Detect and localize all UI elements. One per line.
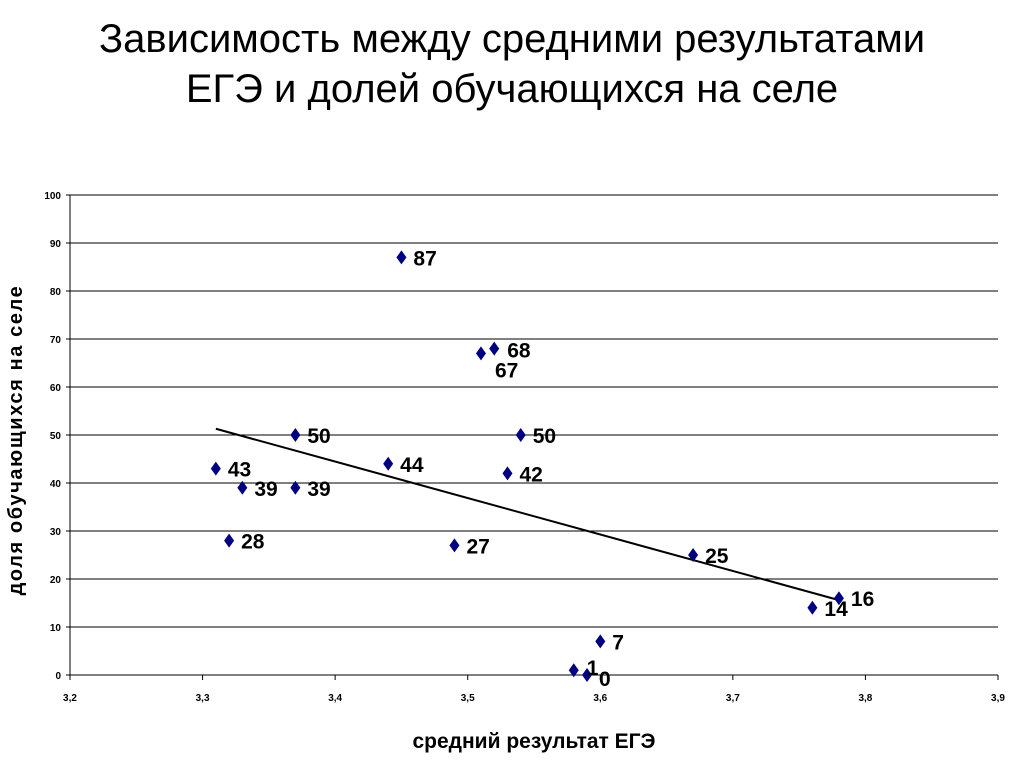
data-point-label: 16 [851, 588, 874, 611]
data-point-label: 43 [228, 459, 251, 482]
y-tick-label: 30 [50, 527, 62, 538]
data-point-marker [210, 461, 221, 476]
y-tick-label: 40 [50, 479, 62, 490]
data-point-label: 27 [466, 535, 489, 558]
data-point-label: 68 [507, 340, 531, 363]
gridlines [70, 194, 998, 676]
y-tick-label: 20 [50, 575, 62, 586]
data-point-label: 1 [587, 657, 599, 680]
data-point-marker [290, 480, 301, 495]
data-point-label: 44 [400, 454, 424, 477]
y-tick-label: 90 [50, 239, 62, 250]
data-point-marker [489, 341, 500, 356]
data-point-marker [449, 538, 460, 553]
data-point-label: 50 [533, 425, 556, 448]
x-tick-label: 3,4 [328, 693, 342, 704]
y-tick-label: 60 [50, 383, 62, 394]
chart-title-line-1: Зависимость между средними результатами [98, 17, 926, 61]
y-tick-label: 50 [50, 431, 62, 442]
data-point-label: 0 [599, 668, 611, 691]
data-point-label: 25 [705, 545, 729, 568]
data-point-marker [688, 548, 699, 562]
data-point-label: 14 [824, 598, 848, 621]
data-point-label: 50 [307, 425, 330, 448]
trendline-group [215, 427, 840, 602]
data-point-marker [475, 346, 486, 361]
data-point-marker [237, 480, 248, 495]
x-tick-label: 3,7 [726, 693, 740, 704]
y-tick-label: 0 [55, 671, 61, 682]
data-point-marker [290, 428, 301, 442]
x-tick-label: 3,2 [63, 693, 77, 704]
data-point-label: 28 [241, 531, 265, 554]
data-point-marker [396, 250, 407, 265]
data-point-marker [383, 456, 394, 471]
y-tick-label: 100 [44, 191, 61, 202]
chart-title-line-2: ЕГЭ и долей обучающихся на селе [185, 67, 839, 111]
y-tick-label: 80 [50, 287, 62, 298]
y-tick-label: 10 [50, 623, 62, 634]
data-point-label: 39 [254, 478, 277, 501]
data-point-label: 67 [495, 359, 518, 382]
data-point-marker [502, 466, 513, 481]
data-point-label: 42 [519, 463, 542, 486]
chart-title: Зависимость между средними результатами … [0, 14, 1024, 114]
x-axis-title: средний результат ЕГЭ [412, 730, 655, 753]
trendline [215, 427, 840, 602]
data-point-marker [224, 533, 235, 548]
data-points [210, 250, 844, 682]
data-point-marker [568, 663, 579, 678]
data-point-label: 7 [612, 631, 624, 654]
x-tick-label: 3,9 [991, 693, 1005, 704]
data-point-marker [807, 600, 818, 615]
x-tick-label: 3,6 [593, 693, 607, 704]
data-point-label: 87 [413, 247, 436, 270]
x-axis-ticks: 3,2 3,3 3,4 3,5 3,6 3,7 3,8 3,9 [63, 675, 1005, 704]
x-tick-label: 3,8 [858, 693, 872, 704]
y-tick-label: 70 [50, 335, 62, 346]
data-point-marker [515, 428, 526, 442]
data-point-marker [582, 668, 593, 682]
x-tick-label: 3,5 [461, 693, 475, 704]
data-point-label: 39 [307, 478, 330, 501]
y-axis-ticks: 0 10 20 30 40 50 60 70 80 90 100 [44, 191, 70, 682]
x-tick-label: 3,3 [196, 693, 210, 704]
data-point-marker [833, 591, 844, 606]
data-point-marker [595, 634, 606, 649]
y-axis-title: доля обучающихся на селе [5, 285, 27, 596]
